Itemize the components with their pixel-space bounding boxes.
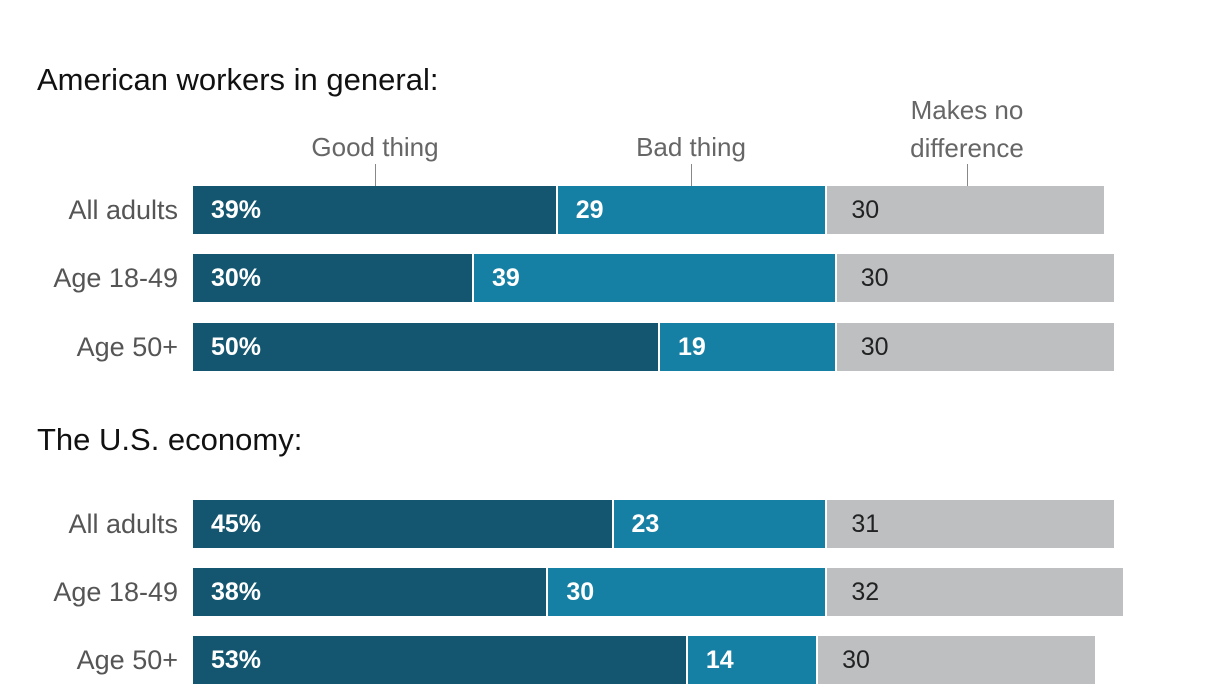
panel-title: The U.S. economy: [37,422,303,457]
bar-good: 50% [193,323,658,371]
legend-tick-bad [691,164,692,186]
legend-no-difference: Makes no difference [910,91,1024,167]
row-label: All adults [68,195,178,225]
bar-bad: 29 [555,186,826,234]
bar-no-difference: 30 [825,186,1105,234]
legend-bad-thing: Bad thing [636,132,746,162]
bar-no-difference: 30 [834,254,1114,302]
bar-no-difference: 30 [834,323,1114,371]
bar-no-difference: 32 [825,568,1123,616]
bar-bad: 14 [685,636,817,684]
bar-good: 39% [193,186,556,234]
bar-bad: 30 [546,568,826,616]
legend-tick-none [967,164,968,186]
bar-bad: 19 [658,323,835,371]
bar-good: 45% [193,500,612,548]
panel-title: American workers in general: [37,62,439,97]
bar-good: 38% [193,568,547,616]
bar-no-difference: 31 [825,500,1114,548]
row-label: All adults [68,509,178,539]
bar-good: 30% [193,254,472,302]
bar-bad: 39 [472,254,835,302]
row-label: Age 18-49 [53,263,178,293]
legend-no-difference-line1: Makes no [910,95,1024,125]
bar-good: 53% [193,636,686,684]
bar-bad: 23 [611,500,826,548]
legend-tick-good [375,164,376,186]
row-label: Age 50+ [76,645,178,675]
row-label: Age 50+ [76,332,178,362]
bar-no-difference: 30 [816,636,1096,684]
legend-good-thing: Good thing [311,132,439,162]
row-label: Age 18-49 [53,577,178,607]
legend-no-difference-line2: difference [910,133,1024,163]
